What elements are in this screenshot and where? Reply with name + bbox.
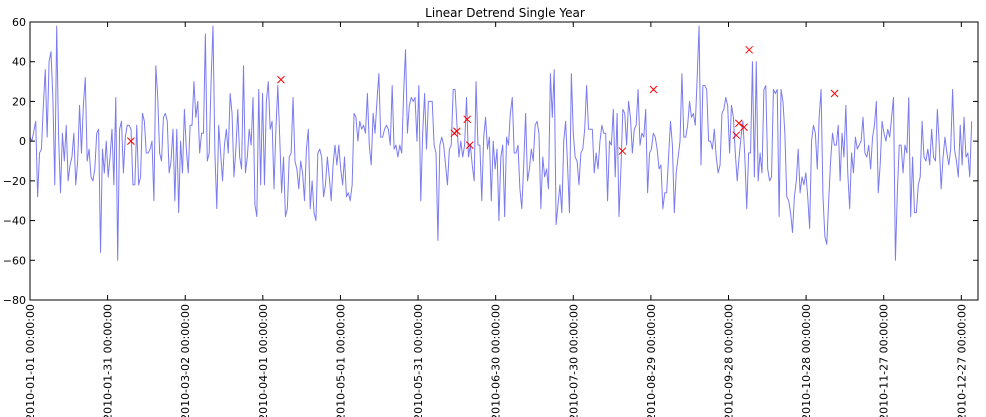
y-tick-label: −40 bbox=[3, 215, 26, 228]
marker-stroke bbox=[465, 141, 474, 149]
x-tick-label: 2010-01-31 00:00:00 bbox=[102, 304, 115, 417]
x-tick-label: 2010-11-27 00:00:00 bbox=[878, 304, 891, 417]
data-marker bbox=[745, 45, 754, 54]
x-tick-label: 2010-01-01 00:00:00 bbox=[24, 304, 37, 417]
marker-stroke bbox=[745, 45, 754, 54]
y-tick-label: 0 bbox=[19, 135, 26, 148]
y-tick-label: 20 bbox=[12, 95, 26, 108]
y-tick-label: 40 bbox=[12, 56, 26, 69]
marker-stroke bbox=[830, 89, 839, 98]
x-tick-label: 2010-05-31 00:00:00 bbox=[412, 304, 425, 417]
data-marker bbox=[463, 115, 472, 124]
x-tick-label: 2010-03-02 00:00:00 bbox=[179, 304, 192, 417]
x-tick-label: 2010-04-01 00:00:00 bbox=[257, 304, 270, 417]
data-marker bbox=[732, 131, 741, 140]
chart-title: Linear Detrend Single Year bbox=[425, 6, 585, 20]
marker-stroke bbox=[732, 131, 741, 140]
x-tick-label: 2010-09-28 00:00:00 bbox=[722, 304, 735, 417]
data-marker bbox=[649, 85, 658, 94]
marker-stroke bbox=[453, 127, 461, 136]
marker-stroke bbox=[277, 75, 285, 84]
data-marker bbox=[127, 137, 135, 145]
marker-stroke bbox=[618, 147, 627, 155]
x-tick-label: 2010-05-01 00:00:00 bbox=[334, 304, 347, 417]
marker-stroke bbox=[127, 137, 135, 145]
x-tick-label: 2010-10-28 00:00:00 bbox=[800, 304, 813, 417]
data-marker bbox=[465, 141, 474, 149]
data-marker bbox=[453, 127, 461, 136]
x-tick-label: 2010-06-30 00:00:00 bbox=[490, 304, 503, 417]
y-axis: −80 −60 −40 −20 0 20 40 60 bbox=[3, 16, 978, 307]
y-tick-label: 60 bbox=[12, 16, 26, 29]
x-tick-label: 2010-07-30 00:00:00 bbox=[567, 304, 580, 417]
y-tick-label: −80 bbox=[3, 294, 26, 307]
data-marker bbox=[277, 75, 285, 84]
marker-stroke bbox=[649, 85, 658, 94]
marker-stroke bbox=[734, 119, 743, 128]
data-marker bbox=[740, 123, 748, 132]
data-marker bbox=[830, 89, 839, 98]
y-tick-label: −60 bbox=[3, 254, 26, 267]
data-marker bbox=[618, 147, 627, 155]
marker-stroke bbox=[740, 123, 748, 132]
axes-frame bbox=[29, 21, 979, 301]
marker-stroke bbox=[463, 115, 472, 124]
x-tick-label: 2010-08-29 00:00:00 bbox=[645, 304, 658, 417]
x-tick-label: 2010-12-27 00:00:00 bbox=[955, 304, 968, 417]
x-axis: 2010-01-01 00:00:00 2010-01-31 00:00:00 20… bbox=[24, 22, 968, 417]
marker-layer bbox=[127, 45, 839, 155]
series-line bbox=[29, 25, 973, 261]
y-tick-label: −20 bbox=[3, 175, 26, 188]
data-marker bbox=[734, 119, 743, 128]
series-layer bbox=[29, 25, 973, 261]
